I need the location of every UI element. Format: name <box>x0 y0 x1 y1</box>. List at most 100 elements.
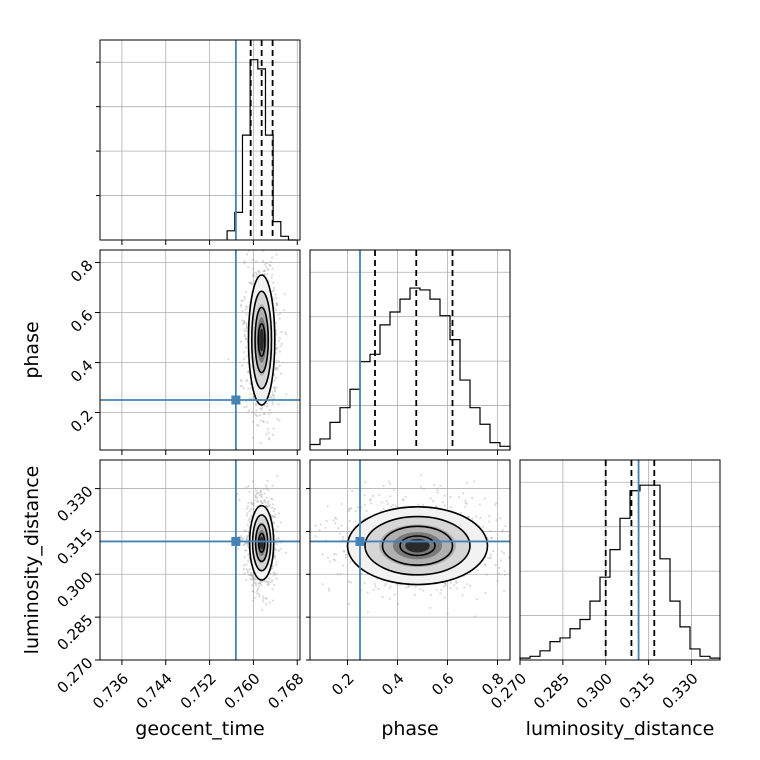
sample-point <box>245 355 248 358</box>
sample-point <box>404 495 407 499</box>
sample-point <box>435 505 438 508</box>
sample-point <box>435 505 438 508</box>
sample-point <box>254 583 258 587</box>
sample-point <box>249 571 253 574</box>
sample-point <box>387 480 390 483</box>
contour-line <box>250 290 273 390</box>
sample-point <box>269 260 272 264</box>
sample-point <box>254 581 257 584</box>
sample-point <box>242 350 246 354</box>
sample-point <box>284 331 287 334</box>
sample-point <box>366 591 369 594</box>
sample-point <box>277 549 281 552</box>
x-tick-label: 0.285 <box>530 670 573 713</box>
sample-point <box>306 535 308 537</box>
y-tick-label: 0.300 <box>53 568 96 611</box>
sample-point <box>243 333 246 336</box>
sample-point <box>263 499 266 502</box>
sample-point <box>257 271 261 274</box>
density-level <box>259 328 264 352</box>
sample-point <box>464 505 467 508</box>
sample-point <box>271 506 274 510</box>
truth-marker <box>231 536 241 546</box>
sample-point <box>243 528 246 532</box>
sample-point <box>271 514 274 518</box>
sample-point <box>275 573 278 576</box>
sample-point <box>271 433 274 436</box>
sample-point <box>245 514 248 517</box>
sample-point <box>422 589 425 592</box>
sample-point <box>259 441 262 445</box>
sample-point <box>265 603 268 606</box>
sample-point <box>335 517 338 520</box>
sample-point <box>272 281 275 284</box>
sample-point <box>512 528 514 530</box>
contour-line <box>257 532 266 553</box>
sample-point <box>273 390 277 393</box>
sample-point <box>507 556 510 559</box>
sample-point <box>420 474 423 477</box>
sample-point <box>245 563 248 566</box>
sample-point <box>241 299 244 302</box>
sample-point <box>256 587 260 591</box>
sample-point <box>463 586 466 589</box>
sample-point <box>244 542 247 545</box>
sample-point <box>257 424 260 427</box>
sample-point <box>351 490 354 493</box>
sample-point <box>274 296 278 300</box>
sample-point <box>245 538 248 541</box>
sample-point <box>277 512 280 515</box>
sample-point <box>354 520 357 523</box>
sample-point <box>267 413 270 416</box>
sample-point <box>248 409 251 412</box>
sample-point <box>266 405 269 408</box>
sample-point <box>255 500 259 503</box>
sample-point <box>268 601 271 604</box>
sample-point <box>272 397 276 400</box>
sample-point <box>468 584 472 587</box>
axes-frame <box>99 249 301 451</box>
sample-point <box>266 273 269 276</box>
sample-point <box>272 289 276 292</box>
sample-point <box>280 330 283 334</box>
sample-point <box>272 515 275 519</box>
sample-point <box>241 322 245 326</box>
sample-point <box>276 525 279 528</box>
sample-point <box>501 528 505 531</box>
sample-point <box>271 267 274 270</box>
sample-point <box>252 273 255 276</box>
y-tick-label: 0.4 <box>67 356 97 386</box>
sample-point <box>498 572 501 575</box>
sample-point <box>246 571 249 574</box>
sample-point <box>455 587 458 590</box>
sample-point <box>259 490 262 493</box>
sample-point <box>255 275 258 278</box>
sample-point <box>329 560 332 563</box>
sample-point <box>273 515 277 519</box>
sample-point <box>274 308 278 312</box>
x-tick-label: 0.330 <box>659 670 702 713</box>
sample-point <box>251 258 254 262</box>
sample-point <box>266 421 269 424</box>
sample-point <box>263 262 267 266</box>
sample-point <box>268 408 272 412</box>
sample-point <box>261 608 264 611</box>
sample-point <box>258 582 262 585</box>
sample-point <box>275 303 279 306</box>
sample-point <box>251 480 254 483</box>
sample-point <box>414 585 417 588</box>
sample-point <box>279 345 282 348</box>
sample-point <box>251 577 254 580</box>
sample-point <box>455 580 458 583</box>
sample-point <box>262 412 265 415</box>
sample-point <box>264 265 268 268</box>
sample-point <box>341 538 344 541</box>
sample-point <box>276 302 279 305</box>
sample-point <box>256 592 259 595</box>
sample-point <box>243 295 246 298</box>
sample-point <box>422 503 425 507</box>
sample-point <box>381 595 384 598</box>
sample-point <box>268 263 271 267</box>
sample-point <box>354 510 357 513</box>
sample-point <box>261 406 264 409</box>
